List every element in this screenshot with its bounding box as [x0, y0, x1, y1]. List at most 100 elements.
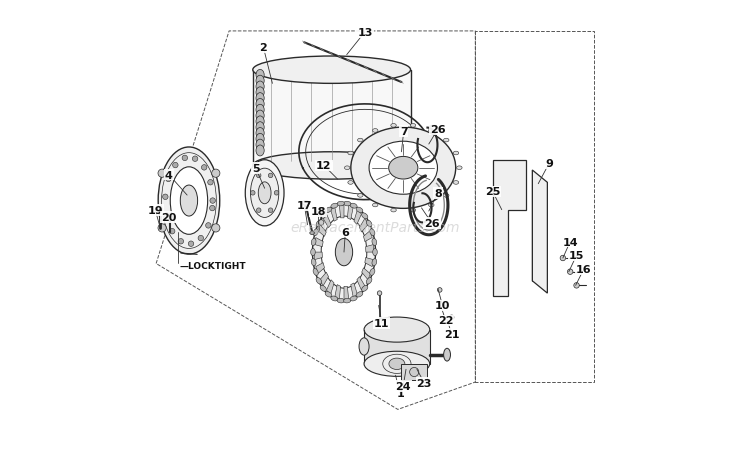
Ellipse shape	[302, 201, 309, 206]
Ellipse shape	[256, 134, 264, 145]
Text: 5: 5	[252, 163, 260, 173]
Ellipse shape	[313, 229, 318, 236]
Ellipse shape	[372, 259, 376, 266]
Text: 20: 20	[161, 212, 176, 222]
Text: 21: 21	[444, 329, 459, 339]
Ellipse shape	[443, 194, 449, 198]
Ellipse shape	[366, 221, 372, 227]
Text: 13: 13	[357, 28, 373, 38]
Ellipse shape	[253, 152, 410, 180]
Ellipse shape	[350, 296, 357, 301]
Ellipse shape	[356, 207, 363, 213]
Ellipse shape	[388, 157, 418, 180]
Circle shape	[274, 191, 279, 196]
Text: 11: 11	[374, 318, 389, 328]
Circle shape	[209, 206, 215, 211]
Ellipse shape	[320, 213, 326, 219]
Circle shape	[198, 236, 203, 241]
Ellipse shape	[370, 229, 375, 236]
Circle shape	[268, 208, 273, 213]
Ellipse shape	[366, 278, 372, 284]
Text: 6: 6	[341, 227, 350, 237]
Polygon shape	[401, 364, 427, 380]
Ellipse shape	[256, 146, 264, 157]
Circle shape	[172, 163, 178, 168]
Ellipse shape	[256, 99, 264, 110]
Text: 18: 18	[310, 207, 326, 217]
Ellipse shape	[316, 278, 322, 284]
Text: 14: 14	[562, 237, 578, 247]
Text: 8: 8	[434, 188, 442, 198]
Ellipse shape	[326, 207, 332, 213]
Polygon shape	[253, 71, 410, 166]
Ellipse shape	[313, 269, 318, 276]
Polygon shape	[364, 258, 374, 267]
Circle shape	[166, 177, 171, 182]
Ellipse shape	[344, 202, 351, 207]
Ellipse shape	[362, 213, 368, 219]
Ellipse shape	[364, 318, 430, 342]
Text: 17: 17	[296, 201, 312, 211]
Text: 26: 26	[424, 219, 439, 229]
Ellipse shape	[453, 152, 459, 156]
Text: 4: 4	[165, 170, 172, 180]
Ellipse shape	[356, 292, 363, 298]
Ellipse shape	[251, 169, 279, 218]
Ellipse shape	[168, 214, 172, 218]
Ellipse shape	[321, 217, 367, 288]
Ellipse shape	[331, 296, 338, 301]
Text: 19: 19	[148, 205, 163, 215]
Ellipse shape	[256, 82, 264, 93]
Ellipse shape	[410, 368, 419, 377]
Polygon shape	[314, 253, 322, 260]
Ellipse shape	[444, 349, 451, 361]
Circle shape	[256, 208, 261, 213]
Text: 22: 22	[438, 316, 454, 326]
Ellipse shape	[457, 167, 462, 170]
Circle shape	[164, 213, 170, 218]
Text: 25: 25	[485, 187, 500, 197]
Text: 24: 24	[395, 381, 411, 391]
Ellipse shape	[256, 76, 264, 87]
Ellipse shape	[310, 232, 314, 235]
Text: 12: 12	[316, 161, 332, 171]
Polygon shape	[344, 287, 349, 300]
Circle shape	[211, 224, 220, 233]
Polygon shape	[326, 280, 334, 295]
Ellipse shape	[180, 186, 197, 217]
Ellipse shape	[313, 204, 376, 301]
Text: 23: 23	[416, 378, 432, 388]
Ellipse shape	[348, 152, 353, 156]
Ellipse shape	[359, 338, 369, 355]
Circle shape	[182, 156, 188, 161]
Circle shape	[170, 229, 175, 234]
Ellipse shape	[373, 204, 378, 207]
Ellipse shape	[337, 298, 344, 303]
Polygon shape	[317, 225, 326, 237]
Text: 26: 26	[430, 125, 445, 135]
Ellipse shape	[449, 315, 454, 320]
Ellipse shape	[389, 359, 405, 369]
Ellipse shape	[358, 194, 363, 198]
Circle shape	[192, 157, 198, 162]
Ellipse shape	[391, 209, 396, 212]
Polygon shape	[362, 268, 370, 280]
Polygon shape	[493, 160, 526, 297]
Ellipse shape	[453, 181, 459, 185]
Ellipse shape	[348, 181, 353, 185]
Ellipse shape	[574, 283, 579, 288]
Ellipse shape	[319, 220, 324, 226]
Ellipse shape	[331, 204, 338, 209]
Ellipse shape	[158, 207, 162, 212]
Circle shape	[178, 239, 184, 244]
Circle shape	[188, 242, 194, 247]
Ellipse shape	[372, 239, 376, 246]
Ellipse shape	[344, 167, 350, 170]
Polygon shape	[331, 208, 338, 222]
Circle shape	[208, 180, 213, 186]
Circle shape	[211, 170, 220, 178]
Ellipse shape	[373, 249, 377, 256]
Circle shape	[210, 198, 215, 204]
Ellipse shape	[373, 129, 378, 133]
Text: 10: 10	[435, 301, 450, 311]
